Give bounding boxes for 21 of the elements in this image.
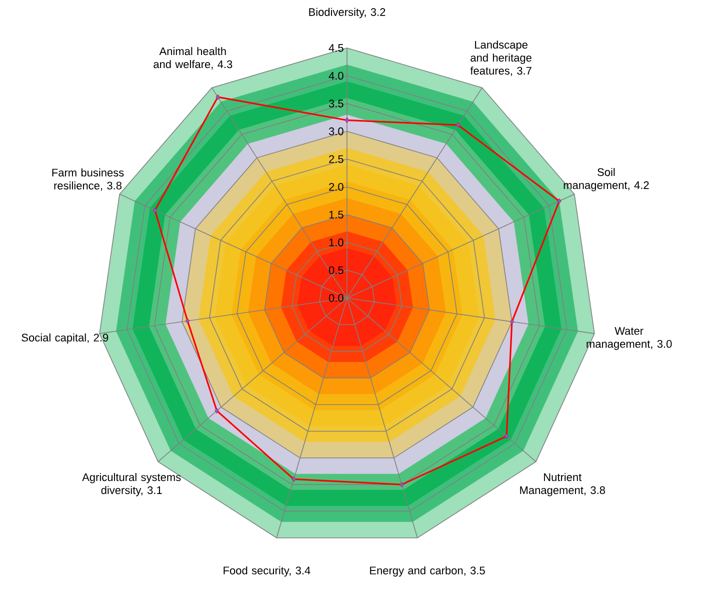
spoke-label: Animal health and welfare, 4.3 bbox=[154, 47, 232, 70]
y-tick-label: 1.5 bbox=[329, 210, 344, 219]
spoke-label: Agricultural systems diversity, 3.1 bbox=[82, 473, 181, 496]
spoke-label: Nutrient Management, 3.8 bbox=[520, 473, 605, 496]
spoke-label: Social capital, 2.9 bbox=[22, 333, 108, 344]
y-tick-label: 0.5 bbox=[328, 266, 344, 274]
y-tick-label: 1.0 bbox=[329, 238, 344, 246]
y-tick-label: 0.0 bbox=[328, 294, 344, 302]
y-tick-label: 4.5 bbox=[328, 44, 344, 52]
y-tick-label: 3.0 bbox=[328, 127, 344, 136]
y-tick-label: 3.5 bbox=[328, 100, 344, 108]
spoke-label: Soil management, 4.2 bbox=[564, 168, 649, 192]
spoke-label: Energy and carbon, 3.5 bbox=[370, 566, 485, 577]
spoke-label: Food security, 3.4 bbox=[224, 566, 310, 577]
y-tick-label: 2.5 bbox=[329, 155, 344, 164]
spoke-label: Landscape and heritage features, 3.7 bbox=[470, 40, 532, 76]
y-tick-label: 4.0 bbox=[328, 72, 344, 80]
spoke-label: Biodiversity, 3.2 bbox=[309, 8, 386, 18]
y-tick-label: 2.0 bbox=[329, 182, 344, 191]
spoke-label: Farm business resilience, 3.8 bbox=[52, 168, 124, 191]
spoke-label: Water management, 3.0 bbox=[586, 327, 672, 350]
